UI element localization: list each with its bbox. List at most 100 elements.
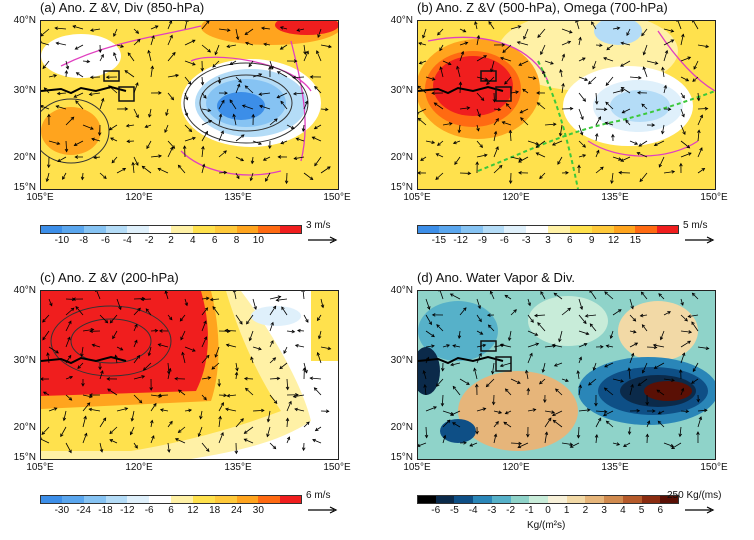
wind-vector-head — [475, 161, 479, 165]
wind-vector-head — [476, 127, 480, 132]
wind-vector — [561, 83, 564, 94]
wind-vector — [523, 28, 529, 40]
wind-vector-head — [108, 127, 113, 131]
wind-vector — [553, 419, 563, 428]
wind-vector-head — [530, 319, 534, 323]
wind-vector-head — [207, 108, 212, 113]
colorbar-segment — [454, 495, 474, 504]
wind-vector-head — [691, 380, 695, 384]
wind-vector — [527, 314, 534, 323]
wind-vector-head — [539, 175, 543, 180]
wind-vector-head — [55, 41, 60, 46]
wind-vector — [167, 362, 170, 374]
wind-vector — [215, 346, 220, 358]
wind-vector — [604, 387, 614, 396]
wind-vector-head — [418, 117, 422, 122]
wind-vector — [178, 165, 186, 174]
wind-vector-head — [630, 383, 634, 388]
wind-vector-head — [305, 319, 309, 323]
wind-vector-head — [41, 104, 44, 109]
wind-vector — [201, 146, 204, 158]
wind-vector-head — [418, 41, 422, 46]
wind-vector — [680, 352, 685, 364]
colorbar-segment — [149, 495, 172, 504]
colorbar-tick-label: -5 — [449, 505, 459, 516]
wind-vector-head — [520, 117, 524, 121]
wind-vector-head — [536, 102, 541, 106]
wind-vector — [505, 410, 512, 415]
wind-vector — [126, 124, 135, 127]
wind-vector — [320, 166, 331, 174]
lat-label: 30°N — [390, 355, 413, 366]
wind-vector — [132, 162, 135, 174]
wind-vector-head — [229, 61, 234, 66]
wind-vector-head — [638, 75, 642, 80]
wind-vector-head — [553, 292, 558, 297]
wind-vector — [184, 39, 196, 46]
wind-vector-head — [532, 408, 537, 412]
wind-vector — [93, 156, 101, 159]
wind-vector — [561, 442, 573, 446]
wind-vector — [81, 172, 84, 180]
colorbar-units: Kg/(m²s) — [527, 520, 566, 531]
wind-vector-head — [112, 335, 116, 340]
wind-vector-head — [446, 344, 451, 348]
wind-vector — [218, 130, 224, 142]
wind-vector-head — [558, 338, 562, 343]
wind-vector-head — [489, 291, 494, 295]
wind-vector — [212, 60, 220, 68]
wind-vector-head — [62, 176, 66, 180]
wind-vector-head — [588, 80, 592, 85]
wind-vector-head — [304, 369, 308, 374]
wind-vector — [82, 402, 91, 412]
wind-vector-head — [297, 328, 301, 333]
wind-vector-head — [201, 163, 206, 168]
wind-vector — [578, 314, 587, 324]
lat-label: 20°N — [390, 152, 413, 163]
wind-vector-head — [555, 388, 559, 392]
wind-vector — [578, 37, 581, 46]
wind-vector — [99, 314, 108, 324]
wind-vector — [638, 140, 648, 147]
wind-vector-head — [205, 448, 210, 453]
wind-vector-head — [580, 116, 584, 121]
wind-vector-head — [544, 431, 549, 436]
wind-vector-head — [113, 52, 117, 56]
wind-vector-head — [150, 65, 155, 70]
wind-vector-head — [261, 26, 265, 31]
colorbar-segment — [491, 495, 512, 504]
wind-vector — [439, 44, 444, 51]
wind-vector-head — [610, 180, 614, 185]
wind-vector-head — [68, 449, 72, 454]
wind-vector-head — [551, 412, 556, 417]
reference-vector-label: 3 m/s — [306, 220, 331, 231]
wind-vector — [657, 420, 665, 428]
wind-vector-head — [89, 329, 93, 334]
wind-vector — [611, 172, 614, 184]
wind-vector-head — [504, 410, 509, 415]
wind-vector-head — [600, 166, 604, 171]
wind-vector-head — [279, 365, 283, 370]
wind-vector-head — [582, 98, 586, 102]
wind-vector-head — [493, 433, 498, 438]
wind-vector-head — [109, 430, 113, 435]
wind-vector-head — [639, 178, 644, 183]
wind-vector — [663, 378, 675, 381]
wind-vector-head — [504, 388, 509, 392]
colorbar-tick-label: -30 — [54, 505, 70, 516]
wind-vector — [252, 298, 257, 310]
wind-vector — [517, 41, 529, 46]
wind-vector-head — [203, 95, 207, 99]
wind-vector-head — [280, 140, 285, 145]
wind-vector — [56, 105, 67, 110]
wind-vector-head — [220, 432, 224, 436]
wind-vector-head — [151, 35, 155, 39]
wind-vector — [442, 419, 451, 428]
wind-vector — [143, 362, 152, 371]
wind-vector — [493, 165, 503, 174]
wind-vector — [576, 21, 580, 30]
wind-vector — [269, 394, 278, 404]
wind-vector — [317, 28, 322, 38]
wind-vector-head — [80, 353, 84, 358]
wind-vector — [259, 92, 271, 95]
